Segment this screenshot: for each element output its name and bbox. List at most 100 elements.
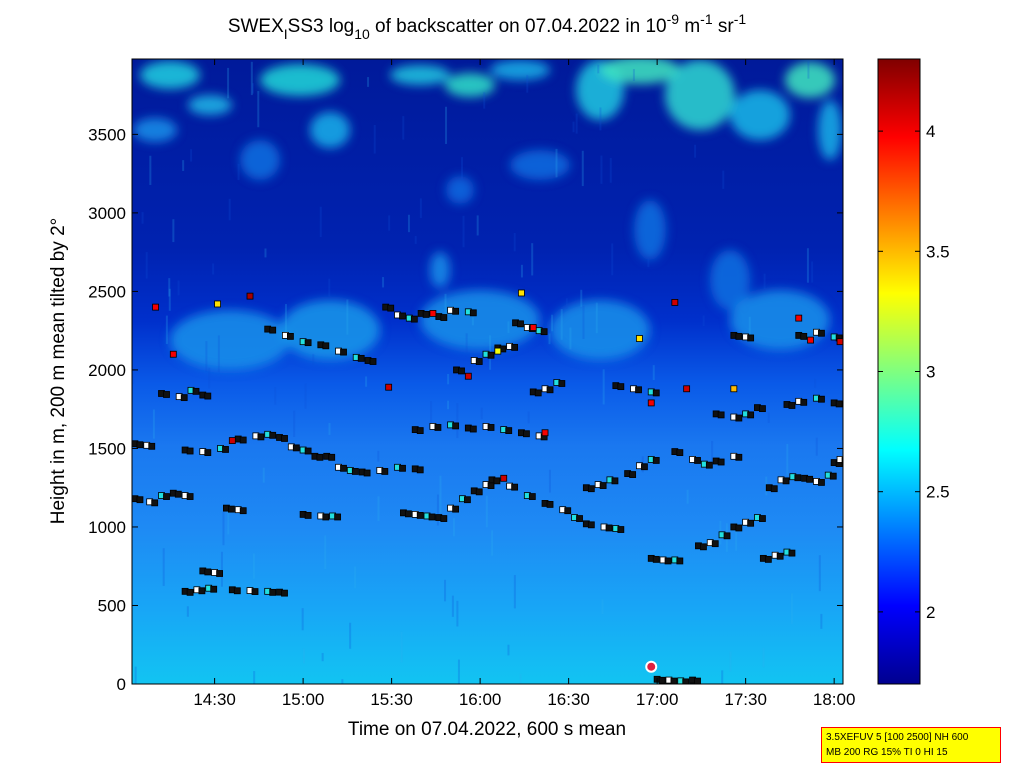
data-point [239, 436, 247, 444]
data-point [652, 389, 660, 397]
data-point [723, 532, 731, 540]
data-point [269, 431, 277, 439]
x-tick-label: 16:00 [459, 690, 502, 709]
data-point [540, 328, 548, 336]
y-tick-label: 1500 [88, 439, 126, 458]
data-point [381, 468, 389, 475]
data-point [257, 433, 265, 441]
data-point [180, 394, 188, 402]
colored-point [464, 372, 472, 380]
data-point [369, 358, 377, 365]
y-axis-label: Height in m, 200 m mean tilted by 2° [48, 218, 69, 524]
data-point [475, 488, 483, 496]
data-point [210, 585, 218, 593]
data-point [469, 425, 477, 433]
data-point [664, 557, 672, 565]
data-point [222, 446, 229, 453]
data-point [357, 354, 365, 362]
data-point [818, 479, 825, 486]
data-point [564, 507, 572, 515]
colored-point [246, 292, 254, 300]
colorbar: 2 2.5 3 3.5 4 [877, 58, 950, 685]
y-axis: 0 500 1000 1500 2000 2500 3000 3500 [88, 125, 843, 694]
data-point [434, 424, 442, 431]
layer-25 [759, 548, 796, 563]
data-point [136, 496, 144, 504]
layer-9 [323, 452, 424, 477]
data-point [452, 307, 460, 315]
data-point [281, 435, 288, 442]
layer-6 [199, 567, 224, 577]
layer-27 [783, 394, 843, 409]
data-point [269, 326, 277, 334]
data-point [776, 552, 784, 560]
data-point [322, 342, 330, 350]
x-tick-label: 17:00 [636, 690, 679, 709]
data-point [440, 314, 448, 321]
colored-point [169, 350, 177, 358]
data-point [452, 505, 460, 513]
data-point [387, 304, 395, 312]
data-point [788, 549, 796, 557]
data-point [800, 332, 808, 340]
data-point [340, 464, 347, 472]
colorbar-tick-label: 3 [926, 363, 935, 382]
data-point [422, 310, 430, 318]
data-point [216, 570, 224, 577]
data-point [322, 513, 330, 521]
colored-point [836, 338, 843, 346]
data-point [717, 411, 725, 419]
data-point [523, 430, 530, 438]
plot-frame [131, 58, 844, 685]
data-point [251, 588, 259, 595]
data-point [818, 329, 825, 337]
layer-29 [830, 456, 843, 467]
data-point [735, 414, 743, 422]
colored-point [494, 347, 502, 355]
data-point [759, 515, 766, 522]
data-point [416, 466, 424, 474]
data-point [340, 348, 347, 356]
data-point [576, 515, 583, 522]
data-point [186, 588, 194, 596]
data-point [410, 315, 418, 323]
layer-5 [181, 584, 288, 597]
data-point [334, 513, 342, 521]
data-point [599, 482, 607, 489]
data-point [148, 442, 156, 450]
x-tick-label: 18:00 [813, 690, 856, 709]
colored-point [807, 336, 814, 344]
layer-24 [730, 331, 755, 342]
marker-point [645, 660, 658, 673]
data-point [233, 587, 241, 595]
data-point [228, 505, 235, 513]
colorbar-tick-label: 3.5 [926, 242, 950, 261]
layer-10 [382, 303, 430, 323]
data-point [469, 309, 477, 317]
x-axis: 14:30 15:00 15:30 16:00 16:30 17:00 17:30 18:00 [193, 59, 855, 709]
layer-20 [647, 554, 684, 565]
layer-12 [411, 421, 548, 441]
data-point [464, 496, 471, 504]
layer-1 [132, 440, 156, 450]
data-point [493, 477, 501, 485]
data-point [528, 493, 536, 500]
x-tick-label: 16:30 [547, 690, 590, 709]
colorbar-tick-label: 2 [926, 603, 935, 622]
data-point [192, 387, 200, 395]
settings-info-box: 3.5XEFUV 5 [100 2500] NH 600 MB 200 RG 1… [821, 727, 1001, 763]
colored-point [683, 385, 691, 393]
layer-23 [712, 404, 766, 422]
data-point [735, 332, 743, 340]
data-point [174, 490, 182, 498]
data-points [132, 289, 843, 684]
data-point [281, 589, 288, 597]
layer-26 [765, 471, 837, 493]
data-point [198, 587, 206, 595]
data-point [304, 447, 312, 455]
data-point [399, 312, 406, 320]
chart-title: SWEXISS3 log10 of backscatter on 07.04.2… [228, 11, 747, 42]
data-point [747, 334, 755, 342]
heatmap-texture [132, 59, 842, 684]
colored-point [500, 474, 508, 482]
